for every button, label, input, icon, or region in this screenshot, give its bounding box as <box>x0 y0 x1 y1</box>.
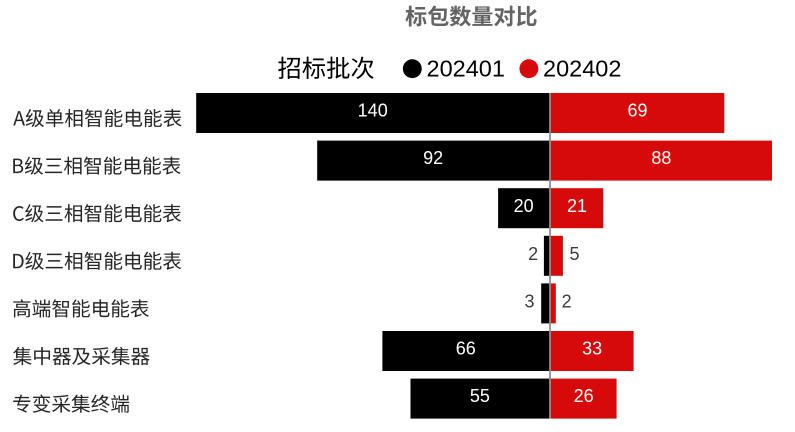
svg-text:3: 3 <box>524 291 534 311</box>
svg-text:202402: 202402 <box>543 56 621 82</box>
svg-text:66: 66 <box>456 339 476 359</box>
svg-text:2: 2 <box>562 291 572 311</box>
svg-text:5: 5 <box>570 244 580 264</box>
svg-text:55: 55 <box>470 386 490 406</box>
svg-text:140: 140 <box>358 101 388 121</box>
svg-text:88: 88 <box>651 148 671 168</box>
svg-text:92: 92 <box>423 148 443 168</box>
svg-text:26: 26 <box>574 386 594 406</box>
svg-text:2: 2 <box>528 244 538 264</box>
svg-text:202401: 202401 <box>427 56 505 82</box>
svg-text:20: 20 <box>514 196 534 216</box>
svg-text:69: 69 <box>627 101 647 121</box>
svg-text:33: 33 <box>582 339 602 359</box>
svg-text:21: 21 <box>567 196 587 216</box>
